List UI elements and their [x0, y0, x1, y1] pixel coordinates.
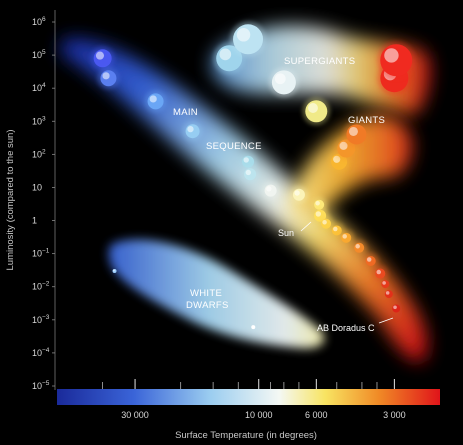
star-highlight [339, 141, 348, 150]
y-tick-label: 104 [32, 82, 46, 93]
star-highlight [245, 169, 251, 176]
star-point [372, 265, 389, 282]
star-highlight [315, 211, 322, 217]
giants-band [290, 116, 413, 218]
x-axis-label: Surface Temperature (in degrees) [175, 430, 317, 441]
y-tick-label: 10−4 [32, 347, 50, 358]
star-highlight [385, 291, 390, 295]
region-bands [60, 25, 431, 362]
y-tick-label: 1 [32, 216, 37, 226]
star-highlight [236, 28, 251, 42]
star-point [268, 67, 299, 98]
y-tick-label: 103 [32, 115, 46, 126]
star-annotations: Sun AB Doradus C [278, 221, 394, 333]
star-point [289, 185, 308, 204]
star-highlight [294, 190, 300, 196]
y-tick-label: 10−3 [32, 314, 50, 325]
star-highlight [274, 73, 286, 85]
main-sequence-band [60, 38, 428, 362]
giants-label: GIANTS [348, 115, 385, 126]
star-point [241, 165, 260, 184]
star-point [362, 252, 379, 269]
star-point [261, 181, 280, 200]
star-highlight [149, 95, 157, 103]
star-highlight [376, 269, 381, 275]
star-point [90, 46, 115, 71]
star-point [381, 280, 390, 289]
star-highlight [95, 51, 105, 60]
x-axis [57, 389, 440, 405]
ab-doradus-c-label: AB Doradus C [317, 323, 375, 333]
star-highlight [266, 186, 272, 192]
star-highlight [102, 72, 110, 80]
star-highlight [333, 226, 338, 232]
star-highlight [187, 125, 194, 133]
star-highlight [315, 201, 320, 206]
y-tick-label: 10−1 [32, 248, 50, 259]
star-point [343, 121, 370, 148]
star-point [97, 67, 120, 90]
y-tick-label: 105 [32, 49, 46, 60]
y-tick-label: 10−5 [32, 380, 50, 391]
x-tick-label: 30 000 [121, 410, 149, 420]
star-highlight [366, 257, 372, 262]
star-points [90, 21, 416, 330]
star-highlight [355, 244, 360, 249]
y-tick-label: 10−2 [32, 281, 50, 292]
star-point [384, 290, 393, 299]
white-dwarfs-label-line1: WHITE [190, 288, 222, 299]
star-highlight [251, 325, 254, 328]
star-highlight [112, 269, 115, 272]
star-highlight [384, 48, 399, 63]
star-point [302, 97, 331, 126]
star-point [392, 304, 401, 313]
main-sequence-label-line2: SEQUENCE [206, 141, 262, 152]
star-point [182, 121, 203, 142]
star-highlight [219, 48, 232, 61]
y-tick-label: 102 [32, 148, 46, 159]
star-highlight [308, 103, 318, 113]
ab-doradus-c-pointer [378, 317, 394, 324]
supergiants-label: SUPERGIANTS [284, 56, 355, 67]
main-sequence-label-line1: MAIN [173, 107, 198, 118]
x-tick-label: 10 000 [245, 410, 273, 420]
star-highlight [342, 234, 347, 239]
star-highlight [243, 157, 249, 163]
star-point [338, 229, 355, 246]
x-tick-label: 3 000 [383, 410, 406, 420]
y-tick-label: 106 [32, 16, 46, 27]
star-point [112, 268, 117, 273]
sun-pointer [300, 221, 312, 232]
star-point [251, 325, 256, 330]
white-dwarfs-band [108, 239, 325, 349]
y-tick-label: 10 [32, 182, 42, 192]
white-dwarfs-label-line2: DWARFS [186, 300, 229, 311]
star-highlight [322, 220, 327, 225]
x-tick-labels: 30 000 10 000 6 000 3 000 [102, 379, 406, 420]
x-tick-label: 6 000 [305, 410, 328, 420]
region-labels: MAIN SEQUENCE SUPERGIANTS GIANTS WHITE D… [173, 56, 385, 311]
temperature-color-bar [57, 389, 440, 405]
star-highlight [393, 305, 397, 310]
star-highlight [348, 126, 358, 136]
star-point [230, 21, 267, 58]
star-point [144, 90, 167, 113]
star-point [351, 239, 368, 256]
y-axis-label: Luminosity (compared to the sun) [5, 130, 16, 271]
supergiants-band [211, 25, 431, 116]
star-highlight [382, 281, 386, 285]
star-point [377, 41, 416, 80]
sun-label: Sun [278, 228, 294, 238]
